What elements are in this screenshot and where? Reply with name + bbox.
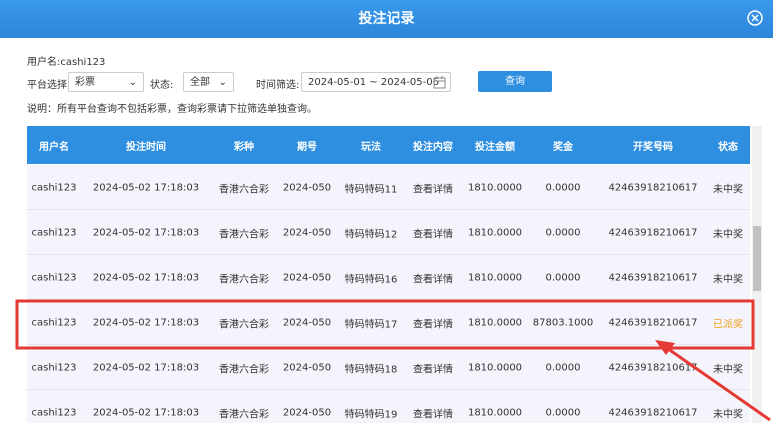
table-row <box>27 300 750 345</box>
cell: 42463918210617 <box>608 272 698 284</box>
cell: 2024-05-02 17:18:03 <box>92 227 200 239</box>
cell: 1810.0000 <box>467 227 523 239</box>
cell: 2024-050 <box>282 272 332 284</box>
cell: 1810.0000 <box>467 317 523 329</box>
cell: 87803.1000 <box>532 317 594 329</box>
cell: 2024-05-02 17:18:03 <box>92 362 200 374</box>
cell: 42463918210617 <box>608 182 698 194</box>
cell: 0.0000 <box>545 407 581 419</box>
cell: 香港六合彩 <box>219 274 269 286</box>
scrollbar-thumb[interactable] <box>753 226 761 291</box>
cell: 2024-050 <box>282 407 332 419</box>
cell: 0.0000 <box>545 227 581 239</box>
column-header: 彩种 <box>234 142 254 153</box>
cell: 特码特码18 <box>344 364 398 376</box>
query-button[interactable]: 查询 <box>478 71 552 92</box>
dialog-title: 投注记录 <box>0 0 773 38</box>
table-row <box>27 255 750 300</box>
table-header <box>27 126 750 164</box>
cell: 未中奖 <box>713 184 743 196</box>
cell: 0.0000 <box>545 272 581 284</box>
cell: 42463918210617 <box>608 227 698 239</box>
cell: 2024-050 <box>282 317 332 329</box>
column-header: 状态 <box>718 142 738 153</box>
username: 用户名:cashi123 <box>27 57 106 68</box>
cell: 2024-05-02 17:18:03 <box>92 272 200 284</box>
cell: 42463918210617 <box>608 317 698 329</box>
cell: 1810.0000 <box>467 407 523 419</box>
table-row <box>27 210 750 255</box>
cell: cashi123 <box>31 272 77 284</box>
cell[interactable]: 查看详情 <box>413 409 453 421</box>
arrow-head <box>655 340 675 355</box>
cell: 0.0000 <box>545 182 581 194</box>
cell: 2024-050 <box>282 182 332 194</box>
cell: 2024-050 <box>282 227 332 239</box>
cell: 香港六合彩 <box>219 409 269 421</box>
cell: 已派奖 <box>713 319 743 331</box>
cell: cashi123 <box>31 407 77 419</box>
cell: 特码特码12 <box>344 229 398 241</box>
cell: 特码特码16 <box>344 274 398 286</box>
column-header: 奖金 <box>553 142 573 153</box>
cell[interactable]: 查看详情 <box>413 184 453 196</box>
calendar-icon <box>433 76 446 89</box>
cell: 未中奖 <box>713 229 743 241</box>
cell: 未中奖 <box>713 364 743 376</box>
arrow-line <box>663 344 771 422</box>
column-header: 投注内容 <box>413 142 453 153</box>
cell[interactable]: 查看详情 <box>413 319 453 331</box>
table-row <box>27 165 750 210</box>
cell: 0.0000 <box>545 362 581 374</box>
cell: 42463918210617 <box>608 407 698 419</box>
date-input[interactable]: 2024-05-01 ~ 2024-05-06 <box>301 72 451 92</box>
cell: cashi123 <box>31 182 77 194</box>
date-range: 2024-05-01 ~ 2024-05-06 <box>308 77 439 88</box>
cell: 2024-05-02 17:18:03 <box>92 317 200 329</box>
cell: 特码特码19 <box>344 409 398 421</box>
cell: 特码特码17 <box>344 319 398 331</box>
column-header: 玩法 <box>361 142 381 153</box>
cell: 1810.0000 <box>467 182 523 194</box>
column-header: 期号 <box>297 142 317 153</box>
highlight-box <box>15 299 755 350</box>
platform-value: 彩票 <box>75 77 95 88</box>
cell: 香港六合彩 <box>219 229 269 241</box>
cell: 2024-050 <box>282 362 332 374</box>
cell: 特码特码11 <box>344 184 398 196</box>
cell[interactable]: 查看详情 <box>413 229 453 241</box>
cell: 1810.0000 <box>467 272 523 284</box>
cell: cashi123 <box>31 317 77 329</box>
cell: 42463918210617 <box>608 362 698 374</box>
cell: cashi123 <box>31 362 77 374</box>
cell: 2024-05-02 17:18:03 <box>92 182 200 194</box>
status-label: 状态: <box>150 80 174 91</box>
close-button[interactable] <box>746 9 764 27</box>
column-header: 用户名 <box>39 142 69 153</box>
cell[interactable]: 查看详情 <box>413 364 453 376</box>
table-row <box>27 390 750 423</box>
table-row <box>27 345 750 390</box>
status-value: 全部 <box>190 77 210 88</box>
scrollbar[interactable] <box>752 126 762 423</box>
platform-label: 平台选择: <box>27 80 71 91</box>
cell: 2024-05-02 17:18:03 <box>92 407 200 419</box>
cell: 1810.0000 <box>467 362 523 374</box>
cell: 香港六合彩 <box>219 364 269 376</box>
cell: 香港六合彩 <box>219 319 269 331</box>
column-header: 投注时间 <box>126 142 166 153</box>
column-header: 投注金额 <box>475 142 515 153</box>
platform-select[interactable]: 彩票 ⌄ <box>68 72 144 92</box>
time-label: 时间筛选: <box>256 80 300 91</box>
cell: 未中奖 <box>713 409 743 421</box>
cell: 未中奖 <box>713 274 743 286</box>
column-header: 开奖号码 <box>633 142 673 153</box>
cell[interactable]: 查看详情 <box>413 274 453 286</box>
cell: cashi123 <box>31 227 77 239</box>
cell: 香港六合彩 <box>219 184 269 196</box>
note: 说明：所有平台查询不包括彩票，查询彩票请下拉筛选单独查询。 <box>27 104 317 115</box>
status-select[interactable]: 全部 ⌄ <box>183 72 234 92</box>
